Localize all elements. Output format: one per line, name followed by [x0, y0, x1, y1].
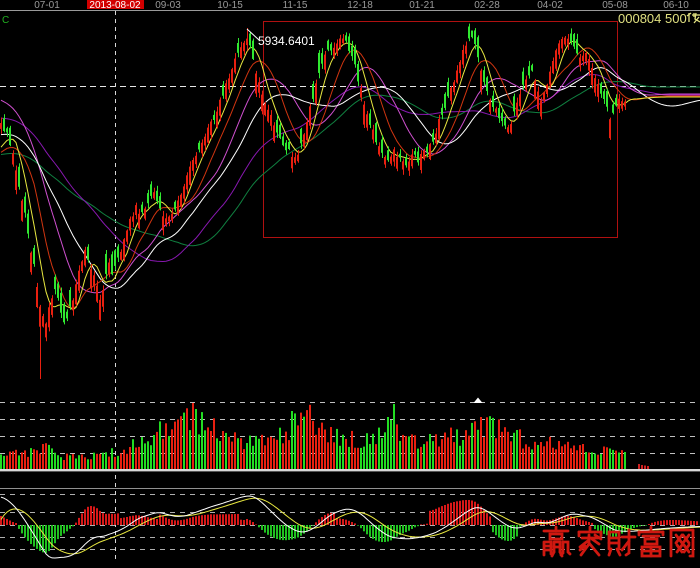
svg-text:04-02: 04-02 — [537, 0, 563, 11]
svg-text:12-18: 12-18 — [347, 0, 373, 11]
svg-text:11-15: 11-15 — [283, 0, 308, 11]
svg-text:02-28: 02-28 — [474, 0, 500, 11]
svg-text:06-10: 06-10 — [663, 0, 689, 11]
svg-text:07-01: 07-01 — [34, 0, 60, 11]
svg-text:05-08: 05-08 — [602, 0, 628, 11]
svg-text:000804 500: 000804 500 — [618, 11, 687, 26]
svg-text:01-21: 01-21 — [409, 0, 435, 11]
svg-text:10-15: 10-15 — [217, 0, 243, 11]
svg-text:5934.6401: 5934.6401 — [258, 34, 315, 48]
svg-text:09-03: 09-03 — [155, 0, 181, 11]
svg-text:C: C — [2, 15, 9, 26]
svg-text:2013-08-02: 2013-08-02 — [89, 0, 141, 11]
